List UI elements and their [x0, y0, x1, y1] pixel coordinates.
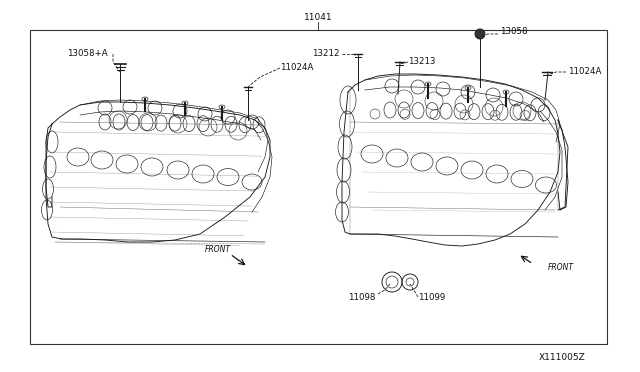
Bar [30, 30, 607, 344]
Text: 11024A: 11024A [280, 64, 314, 73]
Text: 11024A: 11024A [568, 67, 602, 77]
Text: X111005Z: X111005Z [538, 353, 585, 362]
Text: 11041: 11041 [304, 13, 332, 22]
Text: 13058+A: 13058+A [67, 49, 108, 58]
Text: 13213: 13213 [408, 58, 435, 67]
Circle shape [475, 29, 485, 39]
Text: 11098: 11098 [348, 292, 375, 301]
Text: 11099: 11099 [418, 292, 445, 301]
Text: FRONT: FRONT [205, 246, 231, 254]
Text: FRONT: FRONT [548, 263, 574, 272]
Text: 13058: 13058 [500, 28, 527, 36]
Text: 13212: 13212 [312, 49, 340, 58]
